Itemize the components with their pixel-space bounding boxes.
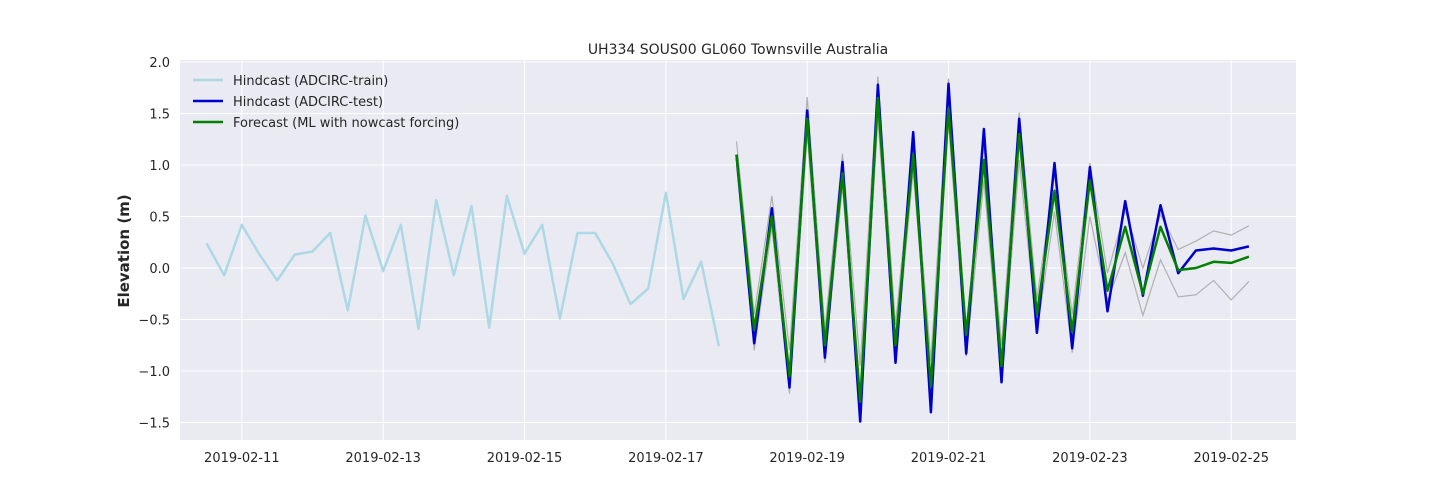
x-tick-label: 2019-02-19 bbox=[769, 451, 845, 466]
x-tick-label: 2019-02-15 bbox=[487, 451, 563, 466]
x-tick-label: 2019-02-23 bbox=[1052, 451, 1128, 466]
y-axis-label: Elevation (m) bbox=[115, 194, 133, 307]
x-tick-label: 2019-02-13 bbox=[345, 451, 421, 466]
legend-label: Hindcast (ADCIRC-train) bbox=[233, 74, 388, 89]
legend-label: Hindcast (ADCIRC-test) bbox=[233, 95, 383, 110]
y-tick-label: −1.0 bbox=[138, 365, 170, 380]
y-tick-label: 2.0 bbox=[149, 56, 170, 71]
x-tick-label: 2019-02-25 bbox=[1193, 451, 1269, 466]
x-tick-label: 2019-02-17 bbox=[628, 451, 704, 466]
y-tick-label: 0.0 bbox=[149, 262, 170, 277]
x-tick-labels: 2019-02-11 2019-02-13 2019-02-15 2019-02-17… bbox=[204, 451, 1269, 466]
y-tick-label: −1.5 bbox=[138, 416, 170, 431]
legend-item-forecast-ml: Forecast (ML with nowcast forcing) bbox=[193, 116, 459, 131]
legend-item-hindcast-test: Hindcast (ADCIRC-test) bbox=[193, 95, 383, 110]
chart-title: UH334 SOUS00 GL060 Townsville Australia bbox=[588, 42, 888, 58]
y-tick-label: 1.0 bbox=[149, 159, 170, 174]
y-tick-labels: 2.0 1.5 1.0 0.5 0.0 −0.5 −1.0 −1.5 bbox=[138, 56, 170, 431]
x-tick-label: 2019-02-11 bbox=[204, 451, 280, 466]
y-tick-label: −0.5 bbox=[138, 314, 170, 329]
y-tick-label: 0.5 bbox=[149, 211, 170, 226]
hindcast-train-line bbox=[205, 191, 721, 347]
legend: Hindcast (ADCIRC-train) Hindcast (ADCIRC-… bbox=[193, 74, 459, 131]
series-lines bbox=[205, 82, 1250, 423]
plot-background bbox=[180, 60, 1296, 440]
y-tick-label: 1.5 bbox=[149, 108, 170, 123]
x-tick-label: 2019-02-21 bbox=[911, 451, 987, 466]
legend-label: Forecast (ML with nowcast forcing) bbox=[233, 116, 459, 131]
legend-item-hindcast-train: Hindcast (ADCIRC-train) bbox=[193, 74, 388, 89]
forecast-ml-line bbox=[735, 96, 1250, 404]
